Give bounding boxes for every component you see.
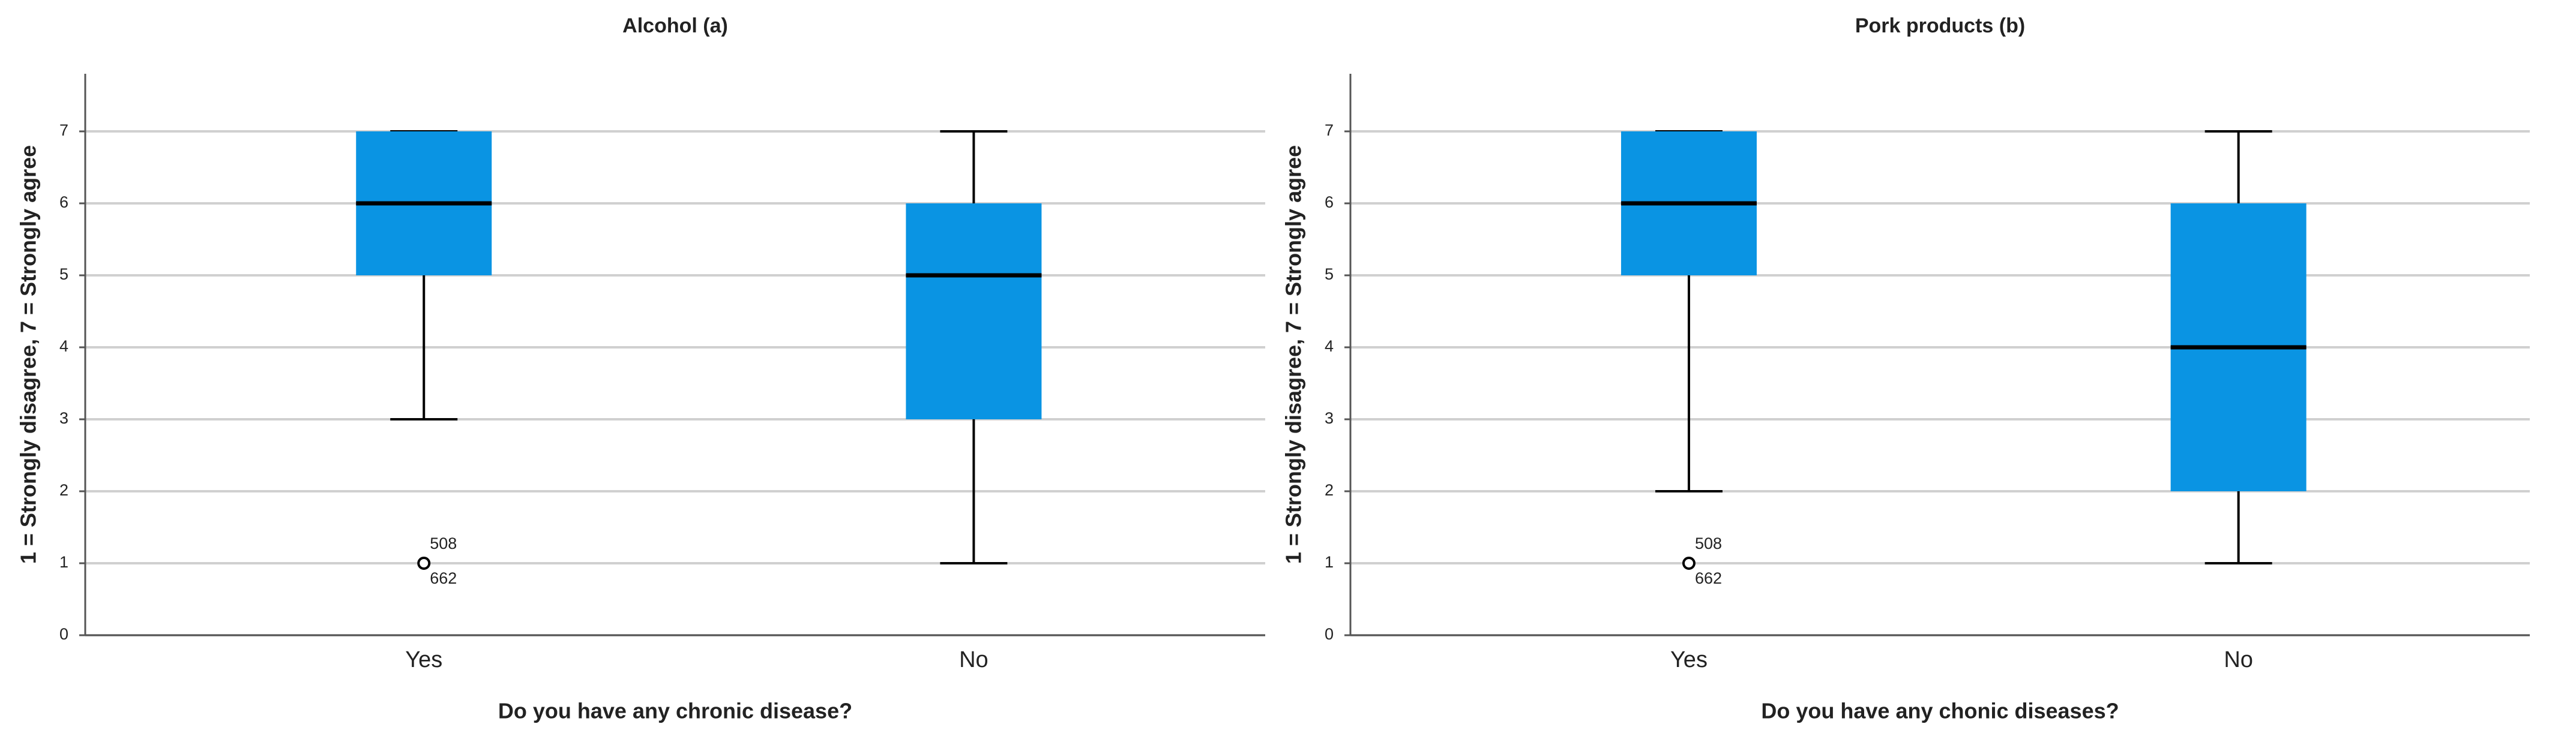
y-tick-label: 5 xyxy=(1325,265,1334,283)
x-tick-label: No xyxy=(959,647,989,672)
outlier xyxy=(417,557,431,570)
y-tick-label: 7 xyxy=(1325,121,1334,139)
outlier-label: 508 xyxy=(1695,534,1722,552)
y-tick-label: 2 xyxy=(59,481,68,499)
x-axis-label: Do you have any chonic diseases? xyxy=(1761,699,2119,723)
y-tick-label: 2 xyxy=(1325,481,1334,499)
chart-panel: Pork products (b) 0 1 2 3 4 5 6 7 Yes No Do you hav… xyxy=(1281,14,2530,723)
chart-title: Alcohol (a) xyxy=(622,14,728,37)
x-tick-label: Yes xyxy=(405,647,442,672)
chart-title: Pork products (b) xyxy=(1855,14,2025,37)
y-tick-label: 0 xyxy=(59,625,68,643)
x-tick-label: No xyxy=(2224,647,2253,672)
y-tick-label: 6 xyxy=(59,193,68,211)
y-axis-label: 1 = Strongly disagree, 7 = Strongly agre… xyxy=(1281,145,1306,564)
y-tick-label: 6 xyxy=(1325,193,1334,211)
y-tick-label: 0 xyxy=(1325,625,1334,643)
y-tick-label: 4 xyxy=(59,337,68,355)
y-tick-label: 7 xyxy=(59,121,68,139)
outlier-label: 662 xyxy=(430,569,457,587)
box xyxy=(906,203,1042,419)
outlier-label: 508 xyxy=(430,534,457,552)
y-tick-label: 3 xyxy=(1325,409,1334,427)
y-tick-label: 5 xyxy=(59,265,68,283)
x-tick-label: Yes xyxy=(1670,647,1708,672)
outlier-label: 662 xyxy=(1695,569,1722,587)
x-axis-label: Do you have any chronic disease? xyxy=(498,699,852,723)
y-tick-label: 1 xyxy=(59,553,68,571)
chart-panel: Alcohol (a) 0 1 2 3 4 5 6 7 Yes No Do you have any … xyxy=(16,14,1265,723)
y-tick-label: 4 xyxy=(1325,337,1334,355)
y-axis-label: 1 = Strongly disagree, 7 = Strongly agre… xyxy=(16,145,41,564)
y-tick-label: 1 xyxy=(1325,553,1334,571)
y-tick-label: 3 xyxy=(59,409,68,427)
outlier xyxy=(1682,557,1696,570)
